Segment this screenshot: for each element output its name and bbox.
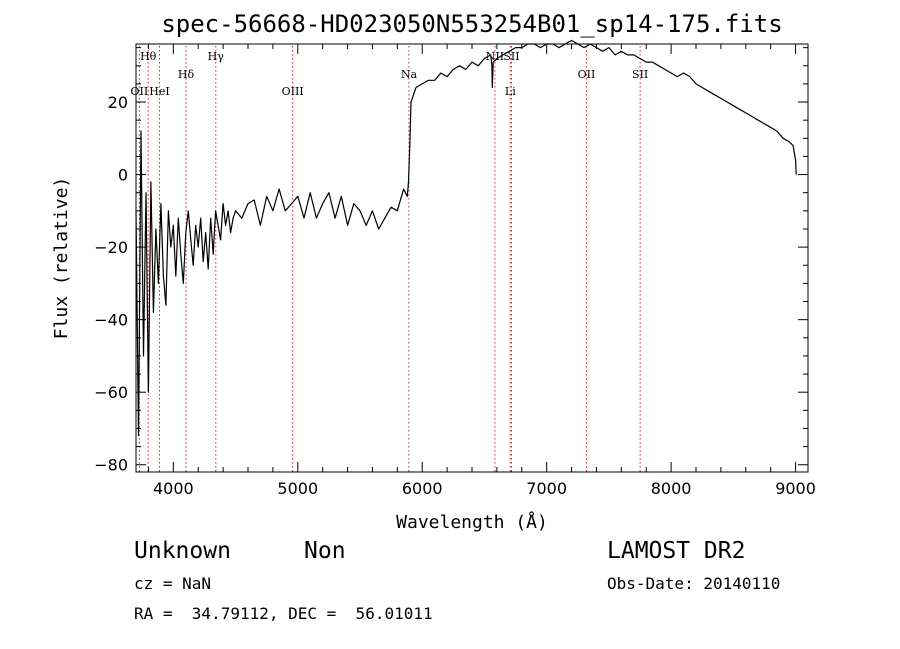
y-tick-label: −80 bbox=[94, 456, 128, 475]
x-tick-label: 9000 bbox=[775, 479, 816, 498]
axes-ticks: 4000 5000 6000 7000 8000 9000 −80 −60 −40 −20 0 20 bbox=[94, 44, 816, 498]
object-type: Unknown bbox=[134, 538, 231, 564]
line-label-1: Hθ bbox=[140, 50, 157, 63]
line-label-8: SII bbox=[503, 50, 519, 63]
chart-title: spec-56668-HD023050N553254B01_sp14-175.f… bbox=[161, 10, 782, 38]
line-label-6: Na bbox=[401, 68, 418, 81]
x-tick-label: 4000 bbox=[153, 479, 194, 498]
y-tick-label: 20 bbox=[108, 93, 128, 112]
y-tick-label: 0 bbox=[118, 166, 128, 185]
x-axis-label: Wavelength (Å) bbox=[396, 511, 548, 533]
plot-frame bbox=[135, 43, 809, 473]
x-tick-label: 7000 bbox=[526, 479, 567, 498]
redshift-cz: cz = NaN bbox=[134, 574, 212, 593]
line-label-4: Hγ bbox=[208, 50, 225, 63]
line-label-9: Li bbox=[505, 85, 516, 98]
line-label-2: HeI bbox=[149, 85, 169, 98]
line-label-11: SII bbox=[632, 68, 648, 81]
line-label-10: OII bbox=[578, 68, 596, 81]
spectrum-series bbox=[135, 39, 797, 437]
object-class: Non bbox=[304, 538, 346, 564]
x-tick-label: 6000 bbox=[402, 479, 443, 498]
coordinates: RA = 34.79112, DEC = 56.01011 bbox=[134, 604, 433, 623]
line-label-5: OIII bbox=[282, 85, 304, 98]
y-tick-label: −40 bbox=[94, 311, 128, 330]
spectrum-chart: spec-56668-HD023050N553254B01_sp14-175.f… bbox=[51, 10, 816, 533]
survey-name: LAMOST DR2 bbox=[607, 538, 746, 564]
line-label-7: NII bbox=[486, 50, 504, 63]
spectrum-line-0 bbox=[135, 39, 797, 437]
x-tick-label: 8000 bbox=[651, 479, 692, 498]
y-axis-label: Flux (relative) bbox=[51, 177, 72, 340]
line-label-3: Hδ bbox=[178, 68, 195, 81]
x-tick-label: 5000 bbox=[277, 479, 318, 498]
observation-date: Obs-Date: 20140110 bbox=[607, 574, 781, 593]
line-label-0: OII bbox=[131, 85, 149, 98]
y-tick-label: −20 bbox=[94, 238, 128, 257]
y-tick-label: −60 bbox=[94, 383, 128, 402]
